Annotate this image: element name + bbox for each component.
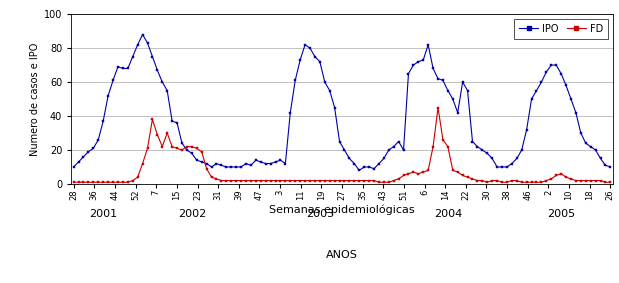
Y-axis label: Numero de casos e IPO: Numero de casos e IPO [30,42,40,156]
Text: 2004: 2004 [434,209,462,219]
Text: 2002: 2002 [178,209,206,219]
Text: 2001: 2001 [89,209,117,219]
Text: ANOS: ANOS [326,250,358,260]
Text: 2003: 2003 [306,209,334,219]
Legend: IPO, FD: IPO, FD [514,19,608,39]
X-axis label: Semanas epidemiológicas: Semanas epidemiológicas [269,204,415,215]
Text: 2005: 2005 [547,209,575,219]
